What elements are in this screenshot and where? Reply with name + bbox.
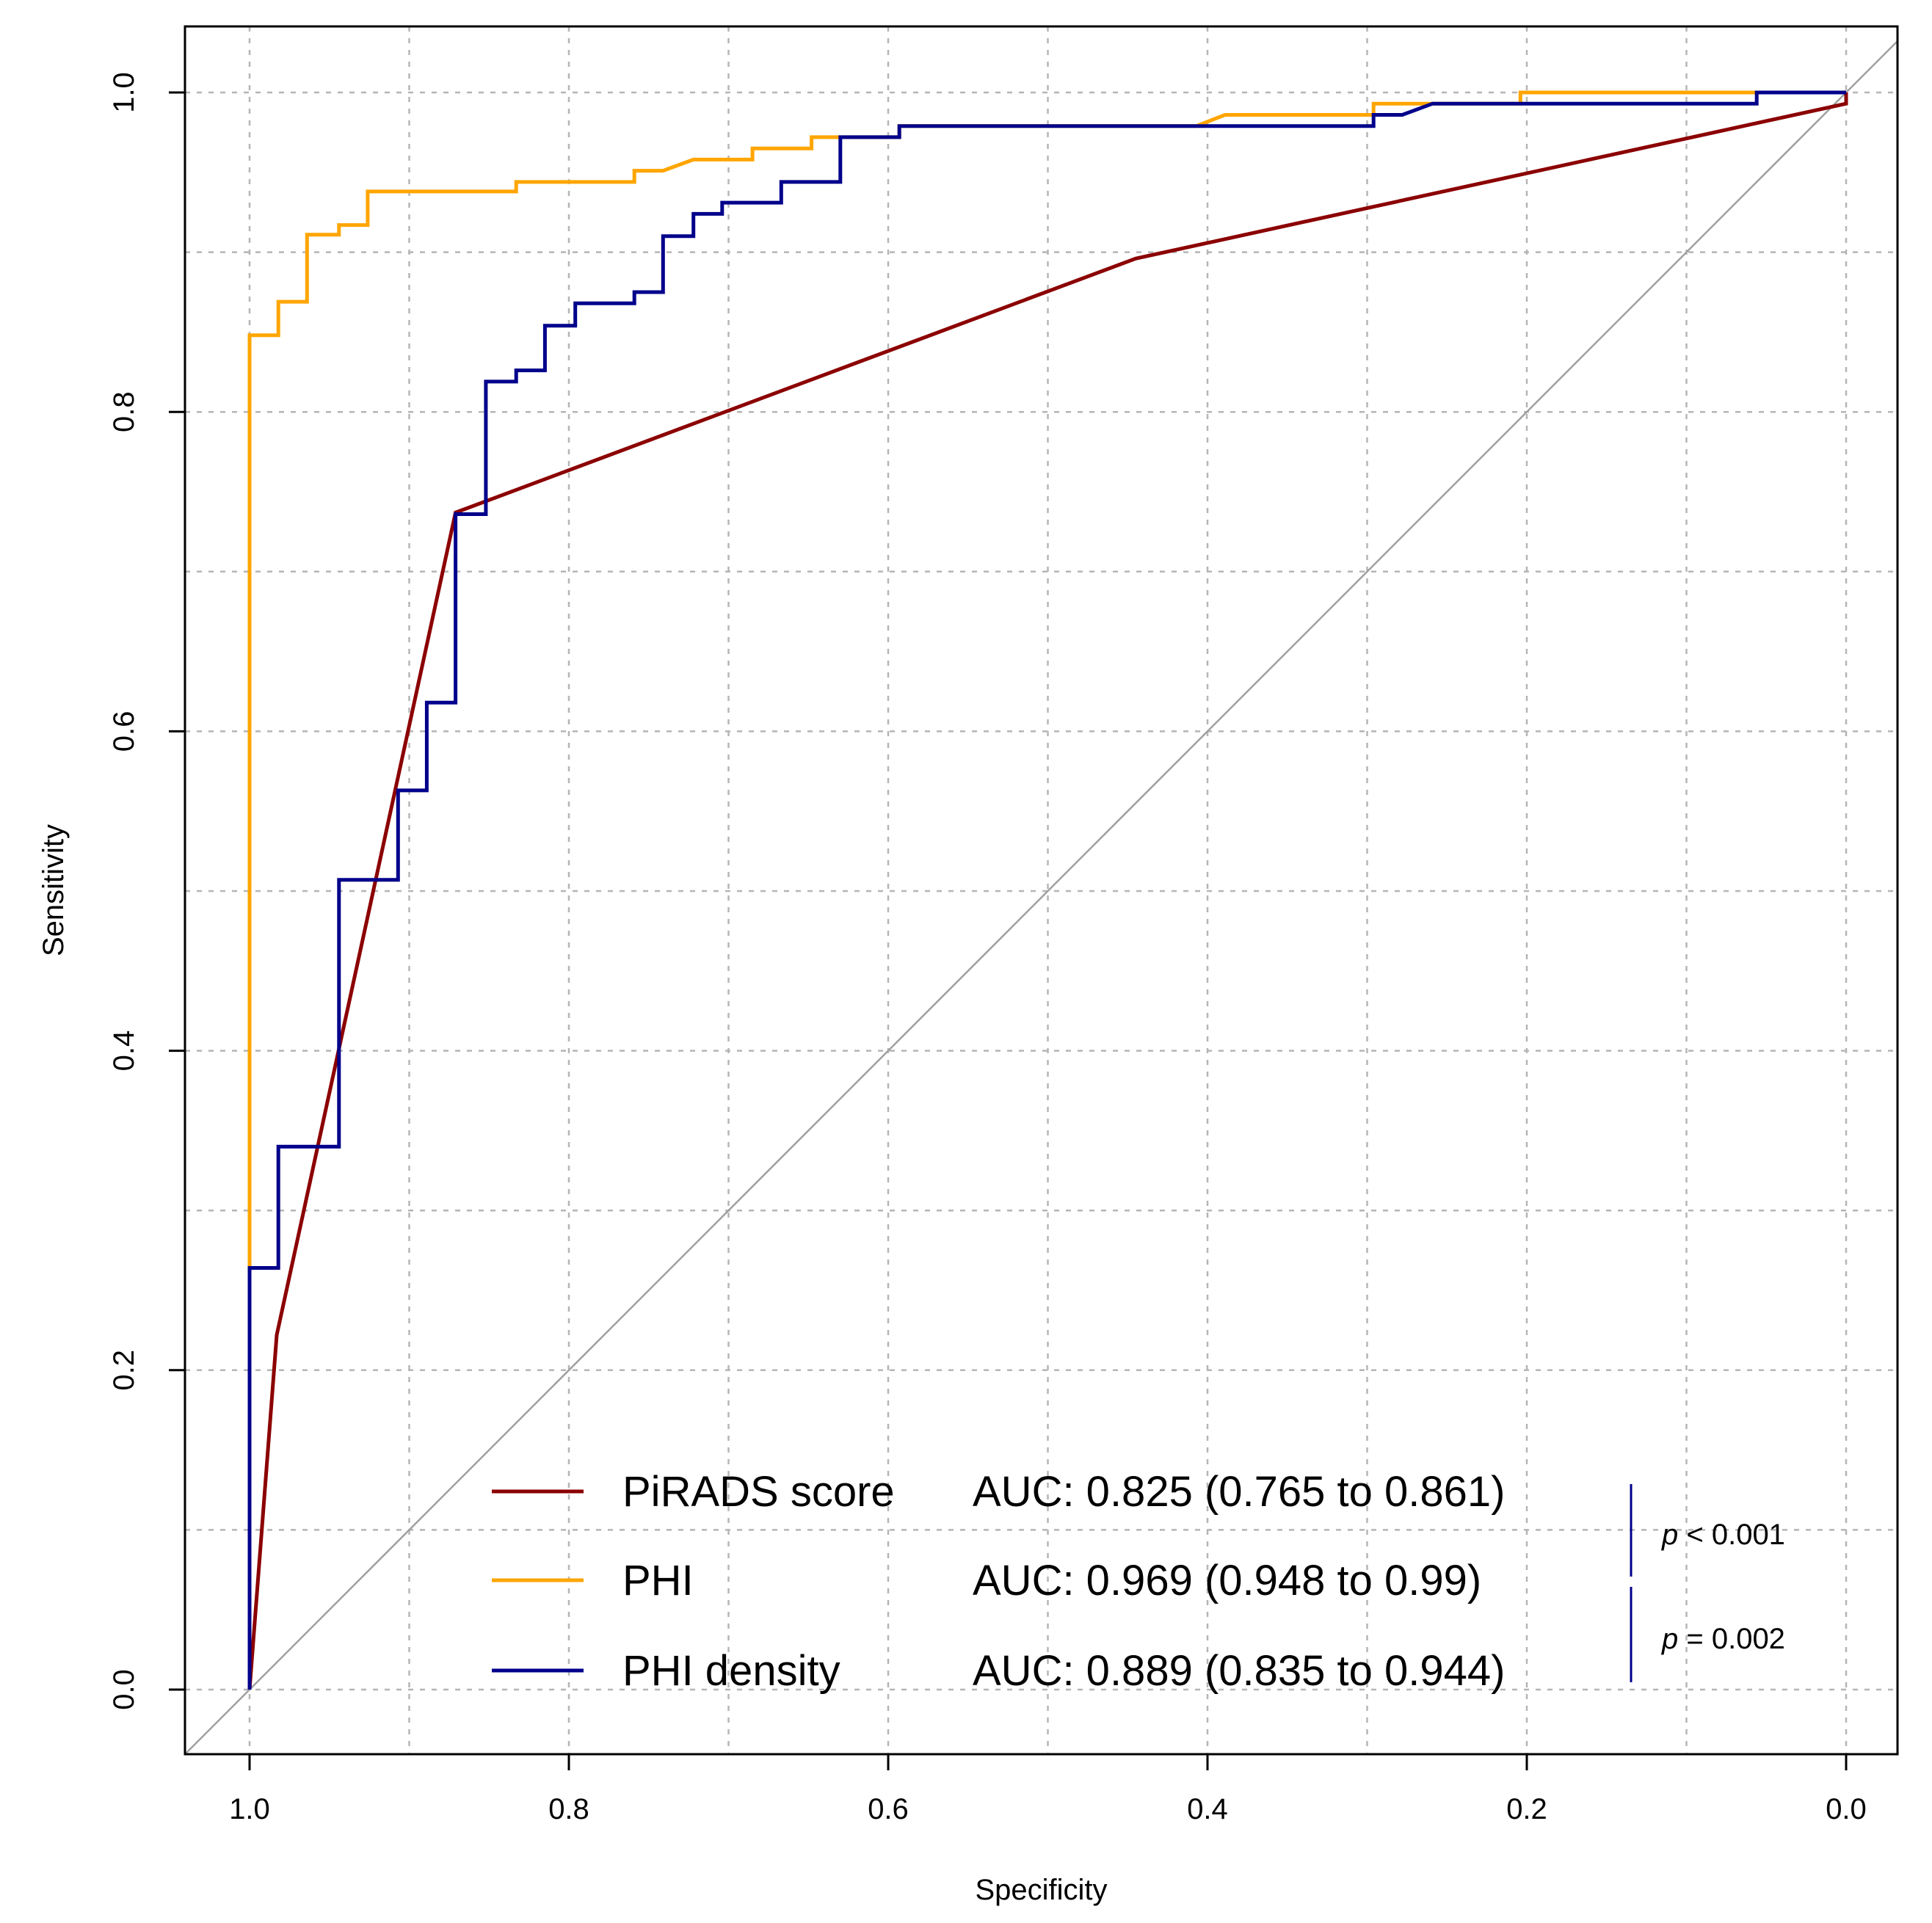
y-tick-label: 0.4: [108, 1030, 140, 1072]
roc-curve-phi: [247, 90, 1846, 1690]
y-tick-label: 0.0: [108, 1669, 140, 1710]
grid: [185, 26, 1898, 1754]
y-tick-label: 0.8: [108, 391, 140, 432]
p-value-label: p = 0.002: [1661, 1623, 1785, 1655]
legend-auc: AUC: 0.825 (0.765 to 0.861): [973, 1468, 1505, 1516]
x-tick-label: 0.6: [868, 1793, 909, 1825]
roc-curves: [247, 90, 1848, 1690]
x-axis: 1.0 0.8 0.6 0.4 0.2 0.0: [229, 1753, 1867, 1825]
y-axis: 0.0 0.2 0.4 0.6 0.8 1.0: [108, 72, 186, 1710]
reference-diagonal-line: [184, 40, 1898, 1755]
legend: PiRADS score AUC: 0.825 (0.765 to 0.861) P…: [492, 1468, 1505, 1695]
legend-auc: AUC: 0.969 (0.948 to 0.99): [973, 1557, 1481, 1604]
legend-label: PHI: [622, 1557, 694, 1604]
p-value-annotations: p < 0.001 p = 0.002: [1630, 1484, 1785, 1682]
y-tick-label: 0.2: [108, 1350, 140, 1391]
roc-curve-pirads-score: [247, 92, 1848, 1690]
p-value-label: p < 0.001: [1661, 1519, 1785, 1551]
x-tick-label: 0.8: [548, 1793, 589, 1825]
legend-auc: AUC: 0.889 (0.835 to 0.944): [973, 1647, 1505, 1695]
y-tick-label: 1.0: [108, 72, 140, 113]
legend-label: PiRADS score: [622, 1468, 895, 1516]
x-axis-label: Specificity: [975, 1874, 1107, 1906]
legend-label: PHI density: [622, 1647, 840, 1695]
x-tick-label: 0.4: [1187, 1793, 1228, 1825]
y-tick-label: 0.6: [108, 711, 140, 752]
y-axis-label: Sensitivity: [37, 824, 70, 956]
roc-curve-phi-density: [247, 90, 1846, 1690]
x-tick-label: 1.0: [229, 1793, 270, 1825]
x-tick-label: 0.0: [1826, 1793, 1867, 1825]
x-tick-label: 0.2: [1506, 1793, 1547, 1825]
